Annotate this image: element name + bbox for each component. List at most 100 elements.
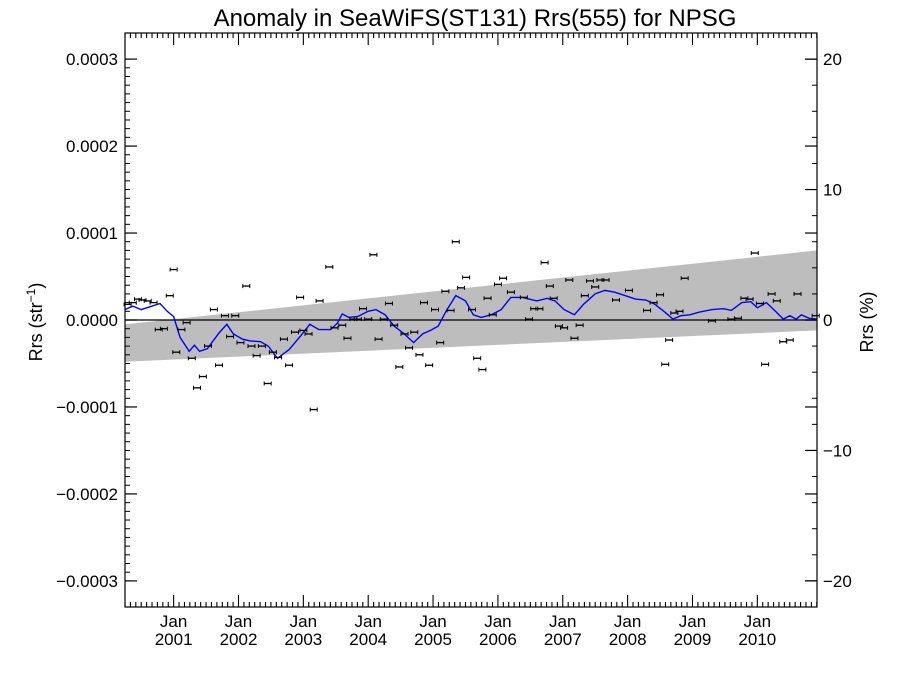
data-point [369,252,378,257]
y-tick-label-left: 0.0001 [66,224,118,243]
data-point [209,307,218,312]
x-tick-label-year: 2003 [284,630,322,649]
data-point [506,290,515,295]
y-axis-label-left-tail: ) [26,283,46,289]
data-point [525,317,534,322]
data-point [462,275,471,280]
y-tick-label-left: −0.0001 [56,398,118,417]
y-tick-label-left: 0.0003 [66,50,118,69]
data-point [446,308,455,313]
data-point [268,350,277,355]
data-point [675,309,684,314]
y-axis-label-left-sup: −1 [24,288,38,302]
data-point [624,288,633,293]
x-tick-label-year: 2007 [544,630,582,649]
data-point [745,297,754,302]
y-axis-label-left-base: Rrs (str [26,302,46,361]
data-point [296,295,305,300]
data-point [519,295,528,300]
smooth-line-layer [124,289,818,360]
data-point [707,318,716,323]
data-point [586,278,595,283]
x-tick-label-month: Jan [744,612,771,631]
data-point [560,325,569,330]
tick-labels-layer: 0.0003 0.0002 0.0001 0.0000 −0.0001 −0.0002 −0… [56,50,852,649]
x-tick-label-month: Jan [225,612,252,631]
data-point [793,291,802,296]
data-point [488,312,497,317]
trend-band-layer [125,250,817,362]
data-point [182,320,191,325]
data-point [643,308,652,313]
data-point [204,344,213,349]
data-point [535,306,544,311]
data-point [591,284,600,289]
data-point [343,336,352,341]
data-point [285,363,294,368]
y-axis-label-left: Rrs (str−1) [24,283,46,362]
data-point [545,284,554,289]
data-point [473,356,482,361]
chart-title: Anomaly in SeaWiFS(ST131) Rrs(555) for N… [214,5,737,32]
data-point [483,296,492,301]
x-tick-label-year: 2008 [609,630,647,649]
x-tick-label-month: Jan [290,612,317,631]
data-point [274,355,283,360]
x-tick-label-month: Jan [354,612,381,631]
data-point [159,326,168,331]
data-point [733,316,742,321]
data-point [549,296,558,301]
y-tick-label-right: 20 [823,50,842,69]
y-tick-label-left: 0.0000 [66,311,118,330]
data-point [425,363,434,368]
data-point [785,338,794,343]
data-point [325,264,334,269]
data-point [353,317,362,322]
data-point [198,374,207,379]
x-tick-label-month: Jan [679,612,706,631]
x-tick-label-month: Jan [160,612,187,631]
data-point [395,364,404,369]
data-point [415,352,424,357]
data-point [242,284,251,289]
y-tick-label-right: −10 [823,441,852,460]
x-tick-label-year: 2002 [220,630,258,649]
data-point [661,362,670,367]
data-point [575,323,584,328]
x-tick-label-year: 2009 [674,630,712,649]
data-point [665,338,674,343]
x-tick-label-year: 2001 [155,630,193,649]
data-point [478,367,487,372]
x-tick-label-year: 2004 [349,630,387,649]
data-point [263,381,272,386]
data-point [177,327,186,332]
data-point [231,313,240,318]
x-tick-label-year: 2010 [738,630,776,649]
data-point [456,285,465,290]
data-point [309,407,318,412]
data-point [338,323,347,328]
x-tick-label-year: 2006 [479,630,517,649]
data-point [169,267,178,272]
x-tick-label-month: Jan [614,612,641,631]
data-points-layer [123,239,820,412]
data-point [580,293,589,298]
smoothed-series-line [124,289,818,360]
data-point [431,307,440,312]
x-tick-label-month: Jan [549,612,576,631]
data-point [419,300,428,305]
data-point [315,298,324,303]
data-point [400,331,409,336]
y-tick-label-right: 0 [823,311,832,330]
data-point [374,337,383,342]
data-point [187,356,196,361]
data-point [165,293,174,298]
data-point [772,298,781,303]
data-point [779,339,788,344]
data-point [359,306,368,311]
data-point [767,291,776,296]
data-point [601,277,610,282]
data-point [565,277,574,282]
x-tick-label-month: Jan [484,612,511,631]
data-point [172,350,181,355]
